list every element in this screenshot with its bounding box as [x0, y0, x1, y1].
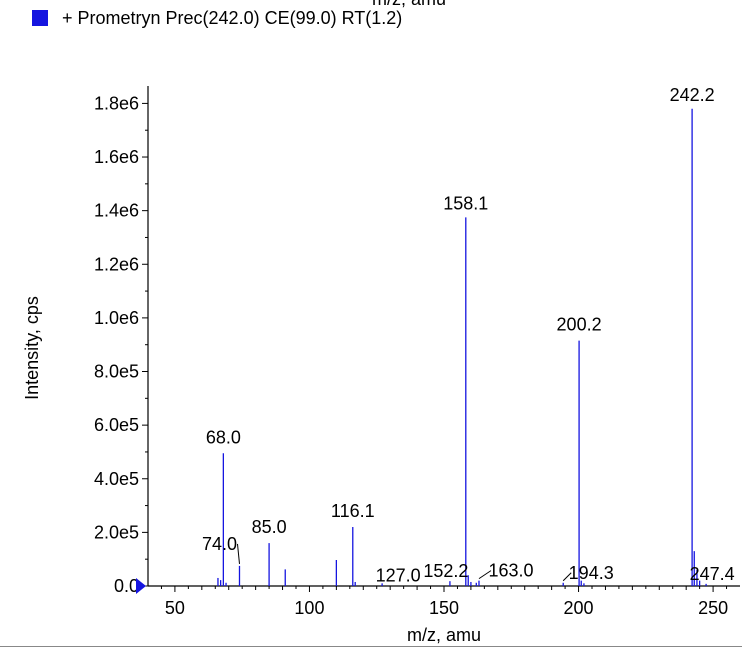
- legend-swatch: [32, 10, 48, 26]
- x-axis-title: m/z, amu: [407, 625, 481, 645]
- peak-label: 116.1: [331, 501, 375, 521]
- y-tick-label: 6.0e5: [94, 415, 139, 435]
- peak-label: 200.2: [557, 315, 602, 335]
- x-tick-label: 250: [698, 598, 728, 618]
- peak-label: 68.0: [206, 427, 241, 447]
- peak-label: 163.0: [488, 561, 533, 581]
- peak-label: 194.3: [569, 563, 614, 583]
- x-tick-label: 50: [165, 598, 185, 618]
- peak-label-leader: [478, 570, 492, 580]
- peak-labels-layer: 242.2 158.1 200.2 68.0 116.1 85.0 74.0 127.0 152…: [202, 85, 735, 586]
- x-tick-label: 150: [429, 598, 459, 618]
- peak-label-leader: [236, 543, 240, 564]
- y-tick-label: 4.0e5: [94, 469, 139, 489]
- y-tick-label: 0.0: [114, 576, 139, 596]
- x-tick-label: 200: [564, 598, 594, 618]
- y-tick-label: 8.0e5: [94, 362, 139, 382]
- y-tick-label: 2.0e5: [94, 522, 139, 542]
- peak-label: 127.0: [376, 565, 421, 585]
- peak-label: 152.2: [423, 561, 468, 581]
- plot-frame: 0.0 2.0e5 4.0e5 6.0e5 8.0e5 1.0e6 1.2e6 1.4e6 1.…: [94, 86, 740, 618]
- legend: + Prometryn Prec(242.0) CE(99.0) RT(1.2): [32, 6, 402, 30]
- clipped-top-axis-label: m/z, amu: [372, 0, 446, 10]
- peak-label: 247.4: [690, 564, 735, 584]
- peak-label: 158.1: [443, 193, 488, 213]
- y-tick-label: 1.0e6: [94, 308, 139, 328]
- bottom-divider: [0, 646, 742, 647]
- peaks-layer: [217, 108, 707, 586]
- x-tick-label: 100: [294, 598, 324, 618]
- y-axis-title: Intensity, cps: [22, 296, 42, 400]
- peak-label: 74.0: [202, 534, 237, 554]
- peak-label-leader: [562, 572, 572, 582]
- peak-label: 85.0: [252, 517, 287, 537]
- baseline-marker: [136, 578, 146, 594]
- y-tick-label: 1.6e6: [94, 147, 139, 167]
- y-tick-label: 1.2e6: [94, 254, 139, 274]
- y-tick-label: 1.4e6: [94, 201, 139, 221]
- peak-label: 242.2: [670, 85, 715, 105]
- y-tick-label: 1.8e6: [94, 93, 139, 113]
- legend-label: + Prometryn Prec(242.0) CE(99.0) RT(1.2): [62, 7, 403, 28]
